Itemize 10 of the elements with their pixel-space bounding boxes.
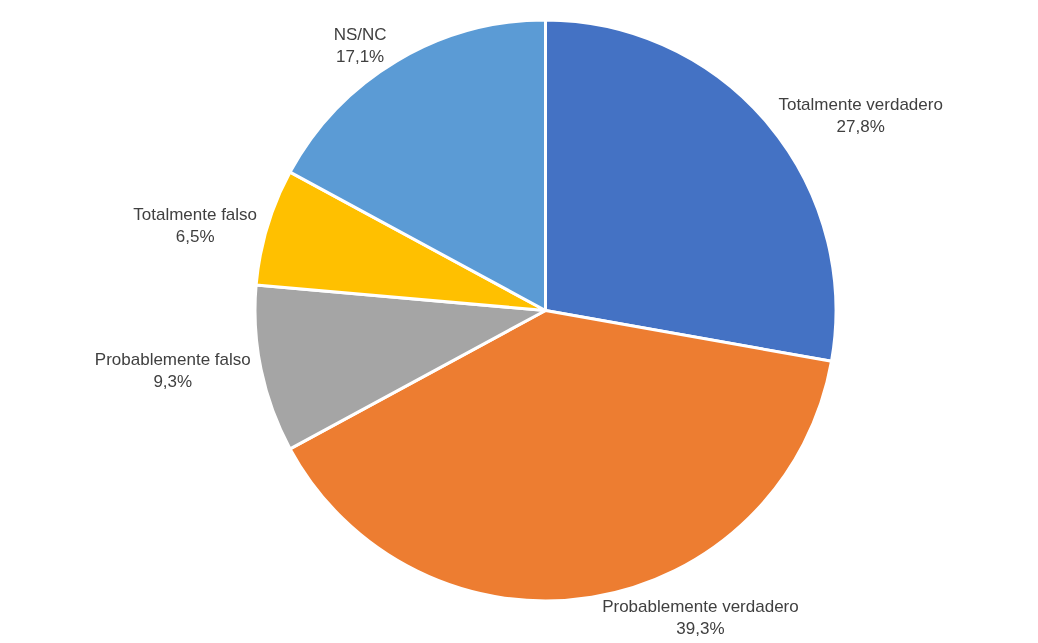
data-label: 39,3% <box>676 618 725 638</box>
data-label: 27,8% <box>836 117 885 136</box>
slice-label: Probablemente verdadero <box>602 596 799 616</box>
slice-label: NS/NC <box>333 25 387 45</box>
slice-label: Probablemente falso <box>94 349 251 369</box>
data-label: 9,3% <box>153 371 193 391</box>
slice-label: Totalmente verdadero <box>778 94 943 114</box>
slice-label: Totalmente falso <box>133 204 258 224</box>
data-label: 17,1% <box>336 47 385 67</box>
data-label: 6,5% <box>175 226 215 246</box>
